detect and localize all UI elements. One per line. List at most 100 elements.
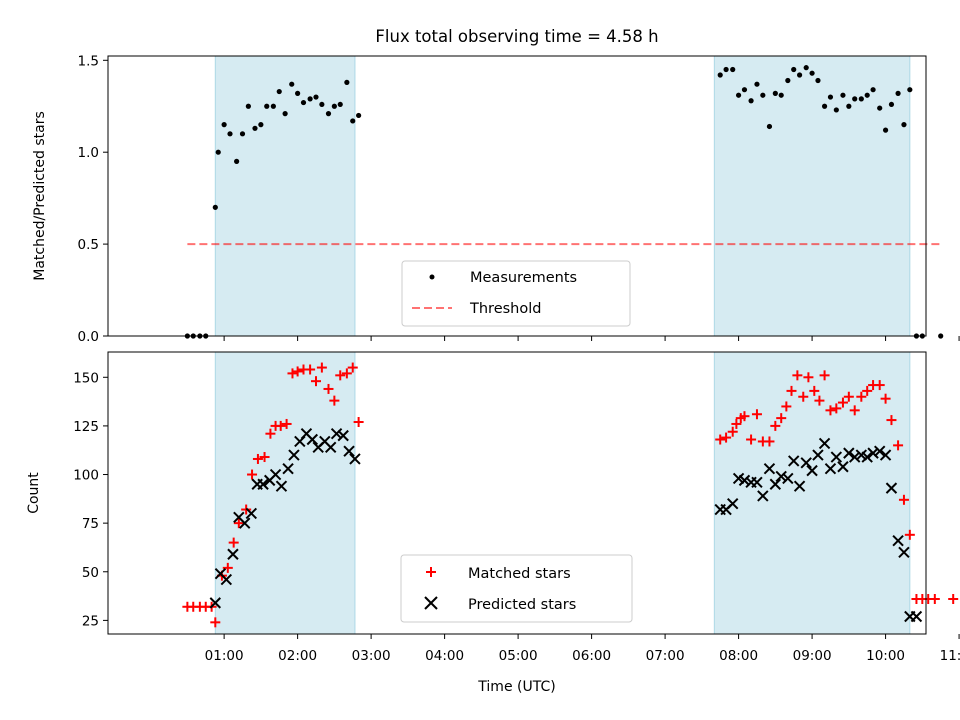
predicted-star-marker-b <box>873 445 886 457</box>
bottom-shaded-intervals <box>214 351 911 635</box>
predicted-star-marker-b <box>727 497 739 510</box>
x-tick-label: 07:00 <box>646 648 685 664</box>
observing-interval <box>214 55 356 337</box>
matched-star-point <box>310 376 321 387</box>
matched-star-point <box>746 434 757 445</box>
measurement-point <box>307 96 313 102</box>
x-tick-label: 06:00 <box>572 648 611 664</box>
predicted-stars-points <box>209 427 923 623</box>
predicted-star-point <box>330 427 343 440</box>
predicted-star-point <box>788 455 800 467</box>
x-tick-label: 10:00 <box>866 648 905 664</box>
matched-star-point <box>292 366 303 377</box>
measurement-point <box>938 333 944 339</box>
measurement-point <box>300 99 307 106</box>
matched-star-point <box>347 362 358 373</box>
predicted-star-marker-b <box>269 468 282 481</box>
predicted-star-point <box>910 610 923 623</box>
predicted-star-marker-b <box>879 449 892 461</box>
measurement-point <box>840 92 846 98</box>
matched-star-point <box>715 434 726 445</box>
predicted-star-marker-b <box>830 451 843 463</box>
measurement-point <box>858 96 864 102</box>
matched-star-point <box>803 372 814 383</box>
predicted-star-point <box>806 464 818 477</box>
predicted-star-marker-b <box>238 517 251 529</box>
x-tick-label: 01:00 <box>205 648 244 664</box>
matched-star-point <box>323 383 334 394</box>
predicted-star-point <box>849 451 861 463</box>
measurement-point <box>276 88 282 95</box>
matched-star-point <box>341 368 352 379</box>
matched-star-point <box>929 593 940 604</box>
predicted-star-marker-b <box>763 462 776 475</box>
measurement-point <box>815 77 821 84</box>
predicted-star-point <box>837 461 849 473</box>
predicted-star-point <box>751 476 763 489</box>
predicted-star-marker-b <box>898 546 910 559</box>
predicted-star-point <box>769 478 782 490</box>
x-tick-label: 05:00 <box>499 648 538 664</box>
predicted-star-marker-b <box>349 453 361 465</box>
predicted-star-point <box>738 474 751 487</box>
measurements-points <box>184 65 944 339</box>
bottom-legend: Matched stars Predicted stars <box>400 554 633 623</box>
predicted-star-marker-b <box>227 548 239 560</box>
predicted-star-point <box>763 462 776 475</box>
predicted-star-point <box>757 490 769 502</box>
predicted-star-point <box>337 429 349 442</box>
predicted-star-marker-b <box>288 449 300 461</box>
predicted-star-marker-b <box>806 464 818 477</box>
predicted-star-point <box>843 447 855 459</box>
observing-interval <box>713 351 911 635</box>
bottom-plot-frame <box>107 351 927 635</box>
y-tick-label: 50 <box>82 565 99 581</box>
matched-star-point <box>781 401 792 412</box>
predicted-star-marker-b <box>751 476 763 489</box>
predicted-star-marker-b <box>324 441 337 454</box>
matched-stars-points <box>182 362 959 628</box>
matched-star-point <box>776 413 787 424</box>
matched-star-point <box>837 397 848 408</box>
measurement-point <box>821 103 828 109</box>
measurement-point <box>245 103 251 109</box>
y-tick-label: 0.5 <box>78 237 99 253</box>
y-tick-label: 1.5 <box>78 53 99 69</box>
measurement-point <box>356 112 362 119</box>
matched-star-point <box>259 452 270 463</box>
predicted-star-marker-b <box>861 451 873 463</box>
matched-star-point <box>305 364 316 375</box>
matched-star-point <box>739 411 750 422</box>
measurement-point <box>258 122 264 128</box>
measurement-point <box>215 149 221 155</box>
matched-star-point <box>874 380 885 391</box>
predicted-star-point <box>282 462 294 475</box>
measurement-point <box>827 94 834 100</box>
measurement-point <box>882 127 889 133</box>
predicted-star-point <box>775 470 787 483</box>
predicted-star-marker-b <box>275 480 288 492</box>
matched-star-point <box>228 537 239 548</box>
matched-star-point <box>287 368 298 379</box>
count-panel: 25 50 75 100 125 150 01:00 02:00 03:00 04:00 05:0… <box>26 351 960 695</box>
predicted-star-marker-b <box>330 427 343 440</box>
predicted-star-point <box>812 449 824 461</box>
predicted-star-marker-b <box>757 490 769 502</box>
measurement-point <box>313 94 319 100</box>
legend-predicted-label: Predicted stars <box>468 597 576 613</box>
matched-star-point <box>316 362 327 373</box>
legend-threshold-label: Threshold <box>469 301 541 317</box>
predicted-star-marker-b <box>732 472 745 485</box>
measurement-point <box>252 125 258 131</box>
top-y-label: Matched/Predicted stars <box>32 111 48 281</box>
predicted-star-marker-b <box>885 482 898 494</box>
measurement-point <box>785 77 791 84</box>
legend-predicted-marker <box>424 596 438 610</box>
predicted-star-marker-b <box>300 427 313 440</box>
predicted-star-marker-b <box>782 472 794 485</box>
predicted-star-marker-b <box>245 507 258 520</box>
predicted-star-point <box>324 441 337 454</box>
y-tick-label: 25 <box>82 613 99 629</box>
measurement-point <box>754 81 760 87</box>
predicted-star-marker-b <box>812 449 824 461</box>
